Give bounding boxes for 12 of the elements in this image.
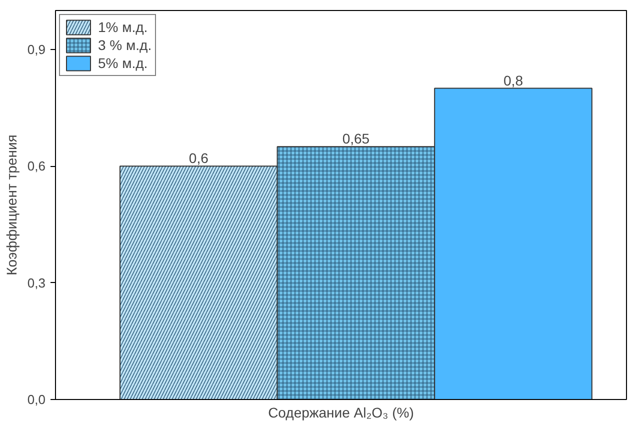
y-tick-label: 0,6 [27,158,46,174]
y-tick-label: 0,9 [27,42,46,57]
data-label: 0,6 [188,150,209,166]
y-axis-title: Коэффициент трения [3,134,20,276]
y-tick-label: 0,0 [27,392,46,407]
legend-label: 1% м.д. [98,18,148,36]
data-label: 0,65 [342,130,370,147]
x-axis-title: Содержание Al₂O₃ (%) [268,404,414,420]
y-tick-label: 0,3 [27,275,46,290]
data-label: 0,8 [504,72,524,88]
legend-label: 5% м.д. [98,54,148,72]
legend-label: 3 % м.д. [98,36,152,54]
